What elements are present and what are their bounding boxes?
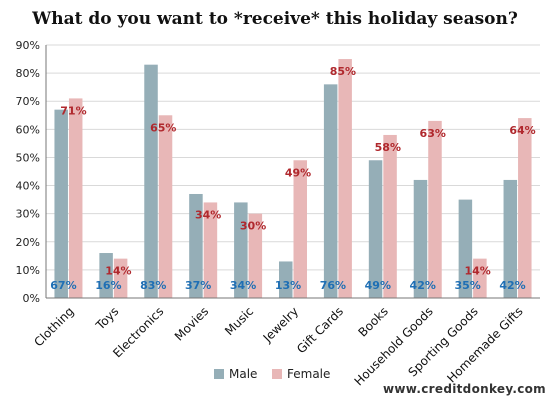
- bar-male: [144, 64, 158, 298]
- bar-female: [113, 258, 128, 298]
- bar-female: [428, 120, 442, 299]
- bar-female: [158, 115, 173, 299]
- bar-female: [383, 134, 397, 298]
- bars: [54, 59, 532, 299]
- x-category-label: Homemade Gifts: [444, 304, 525, 385]
- data-label-female: 30%: [240, 220, 266, 233]
- y-tick-label: 30%: [16, 208, 40, 221]
- bar-male: [323, 84, 338, 298]
- bar-male: [54, 109, 68, 299]
- data-label-male: 42%: [410, 279, 436, 292]
- bar-male: [503, 179, 518, 298]
- data-label-female: 63%: [420, 127, 446, 140]
- legend-swatch-male: [214, 369, 224, 379]
- data-label-male: 76%: [320, 279, 346, 292]
- data-label-female: 71%: [60, 104, 86, 117]
- bar-male: [99, 253, 113, 298]
- data-label-male: 37%: [185, 279, 211, 292]
- source-credit: www.creditdonkey.com: [383, 382, 546, 396]
- y-tick-label: 40%: [16, 180, 40, 193]
- data-label-female: 14%: [464, 265, 490, 278]
- grid: [46, 44, 540, 299]
- bar-female: [338, 59, 352, 298]
- data-label-female: 85%: [330, 65, 356, 78]
- bar-female: [68, 98, 83, 299]
- legend-label-female: Female: [287, 367, 330, 381]
- legend-label-male: Male: [229, 367, 257, 381]
- bar-female: [518, 118, 532, 298]
- data-label-male: 67%: [50, 279, 76, 292]
- bar-male: [368, 160, 383, 298]
- legend-swatch-female: [272, 369, 282, 379]
- x-category-label: Gift Cards: [294, 304, 346, 356]
- y-tick-label: 20%: [16, 236, 40, 249]
- bar-female: [248, 213, 263, 298]
- x-category-label: Music: [222, 304, 256, 338]
- bar-female: [293, 160, 307, 298]
- bar-female: [473, 258, 487, 298]
- data-label-male: 16%: [95, 279, 121, 292]
- y-tick-label: 90%: [16, 39, 40, 52]
- y-tick-label: 10%: [16, 264, 40, 277]
- legend: Male Female: [214, 367, 330, 381]
- data-labels: 67%71%16%14%83%65%37%34%34%30%13%49%76%8…: [50, 65, 535, 292]
- data-label-male: 49%: [365, 279, 391, 292]
- y-tick-label: 80%: [16, 67, 40, 80]
- data-label-female: 14%: [105, 265, 131, 278]
- data-label-female: 34%: [195, 208, 221, 221]
- data-label-male: 35%: [454, 279, 480, 292]
- data-label-female: 58%: [375, 141, 401, 154]
- bar-male: [413, 179, 428, 298]
- data-label-male: 13%: [275, 279, 301, 292]
- x-category-label: Books: [355, 304, 390, 339]
- data-label-male: 34%: [230, 279, 256, 292]
- bar-male: [189, 193, 203, 298]
- data-label-female: 49%: [285, 166, 311, 179]
- x-category-label: Household Goods: [352, 304, 436, 388]
- x-category-label: Jewelry: [260, 304, 301, 345]
- data-label-male: 42%: [499, 279, 525, 292]
- y-tick-label: 70%: [16, 95, 40, 108]
- data-label-female: 64%: [509, 124, 535, 137]
- y-tick-label: 0%: [23, 292, 40, 305]
- x-category-label: Clothing: [31, 304, 76, 349]
- x-category-label: Toys: [92, 304, 121, 333]
- bar-male: [279, 261, 293, 298]
- y-tick-label: 60%: [16, 123, 40, 136]
- x-category-label: Movies: [172, 304, 211, 343]
- bar-male: [458, 199, 473, 298]
- y-tick-label: 50%: [16, 151, 40, 164]
- data-label-female: 65%: [150, 121, 176, 134]
- bar-male: [234, 202, 248, 298]
- bar-female: [203, 202, 218, 298]
- data-label-male: 83%: [140, 279, 166, 292]
- chart-title: What do you want to *receive* this holid…: [31, 9, 518, 29]
